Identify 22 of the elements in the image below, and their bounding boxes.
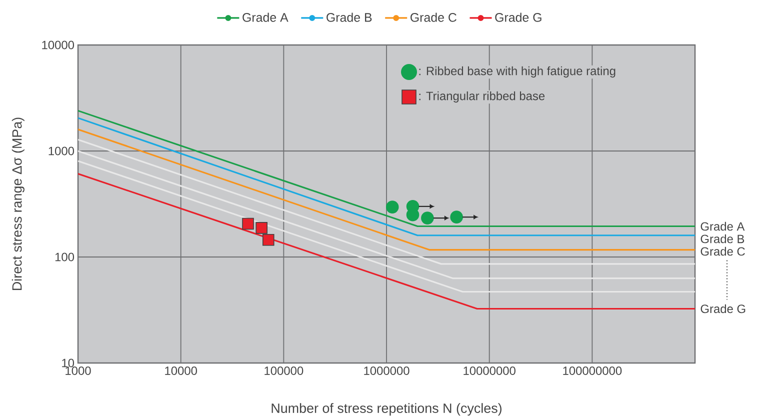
legend-label: Grade C — [410, 12, 456, 22]
y-axis-title: Direct stress range Δσ (MPa) — [12, 118, 24, 290]
text: Grade G — [700, 304, 746, 314]
text: Grade B — [700, 234, 744, 244]
x-tick-label: 1000 — [66, 366, 91, 375]
legend-label: Grade A — [242, 12, 288, 22]
x-axis-title: Number of stress repetitions N (cycles) — [272, 403, 502, 416]
text: Grade A — [700, 222, 745, 231]
legend-label: : Triangular ribbed base — [419, 91, 545, 103]
legend-label: : Ribbed base with high fatigue rating — [419, 66, 616, 78]
legend-label: Grade G — [495, 12, 542, 22]
y-tick-label: 100 — [55, 252, 74, 262]
y-tick-label: 1000 — [48, 146, 74, 156]
y-tick-label: 10000 — [42, 40, 74, 50]
x-tick-label: 10000 — [165, 366, 197, 375]
legend-label: Grade B — [326, 12, 372, 22]
x-tick-label: 10000000 — [464, 366, 516, 375]
y-tick-label: 10 — [62, 358, 74, 368]
x-tick-label: 100000000 — [563, 366, 622, 375]
x-tick-label: 1000000 — [364, 366, 410, 375]
x-tick-label: 100000 — [264, 366, 304, 375]
text: Grade C — [700, 246, 745, 256]
